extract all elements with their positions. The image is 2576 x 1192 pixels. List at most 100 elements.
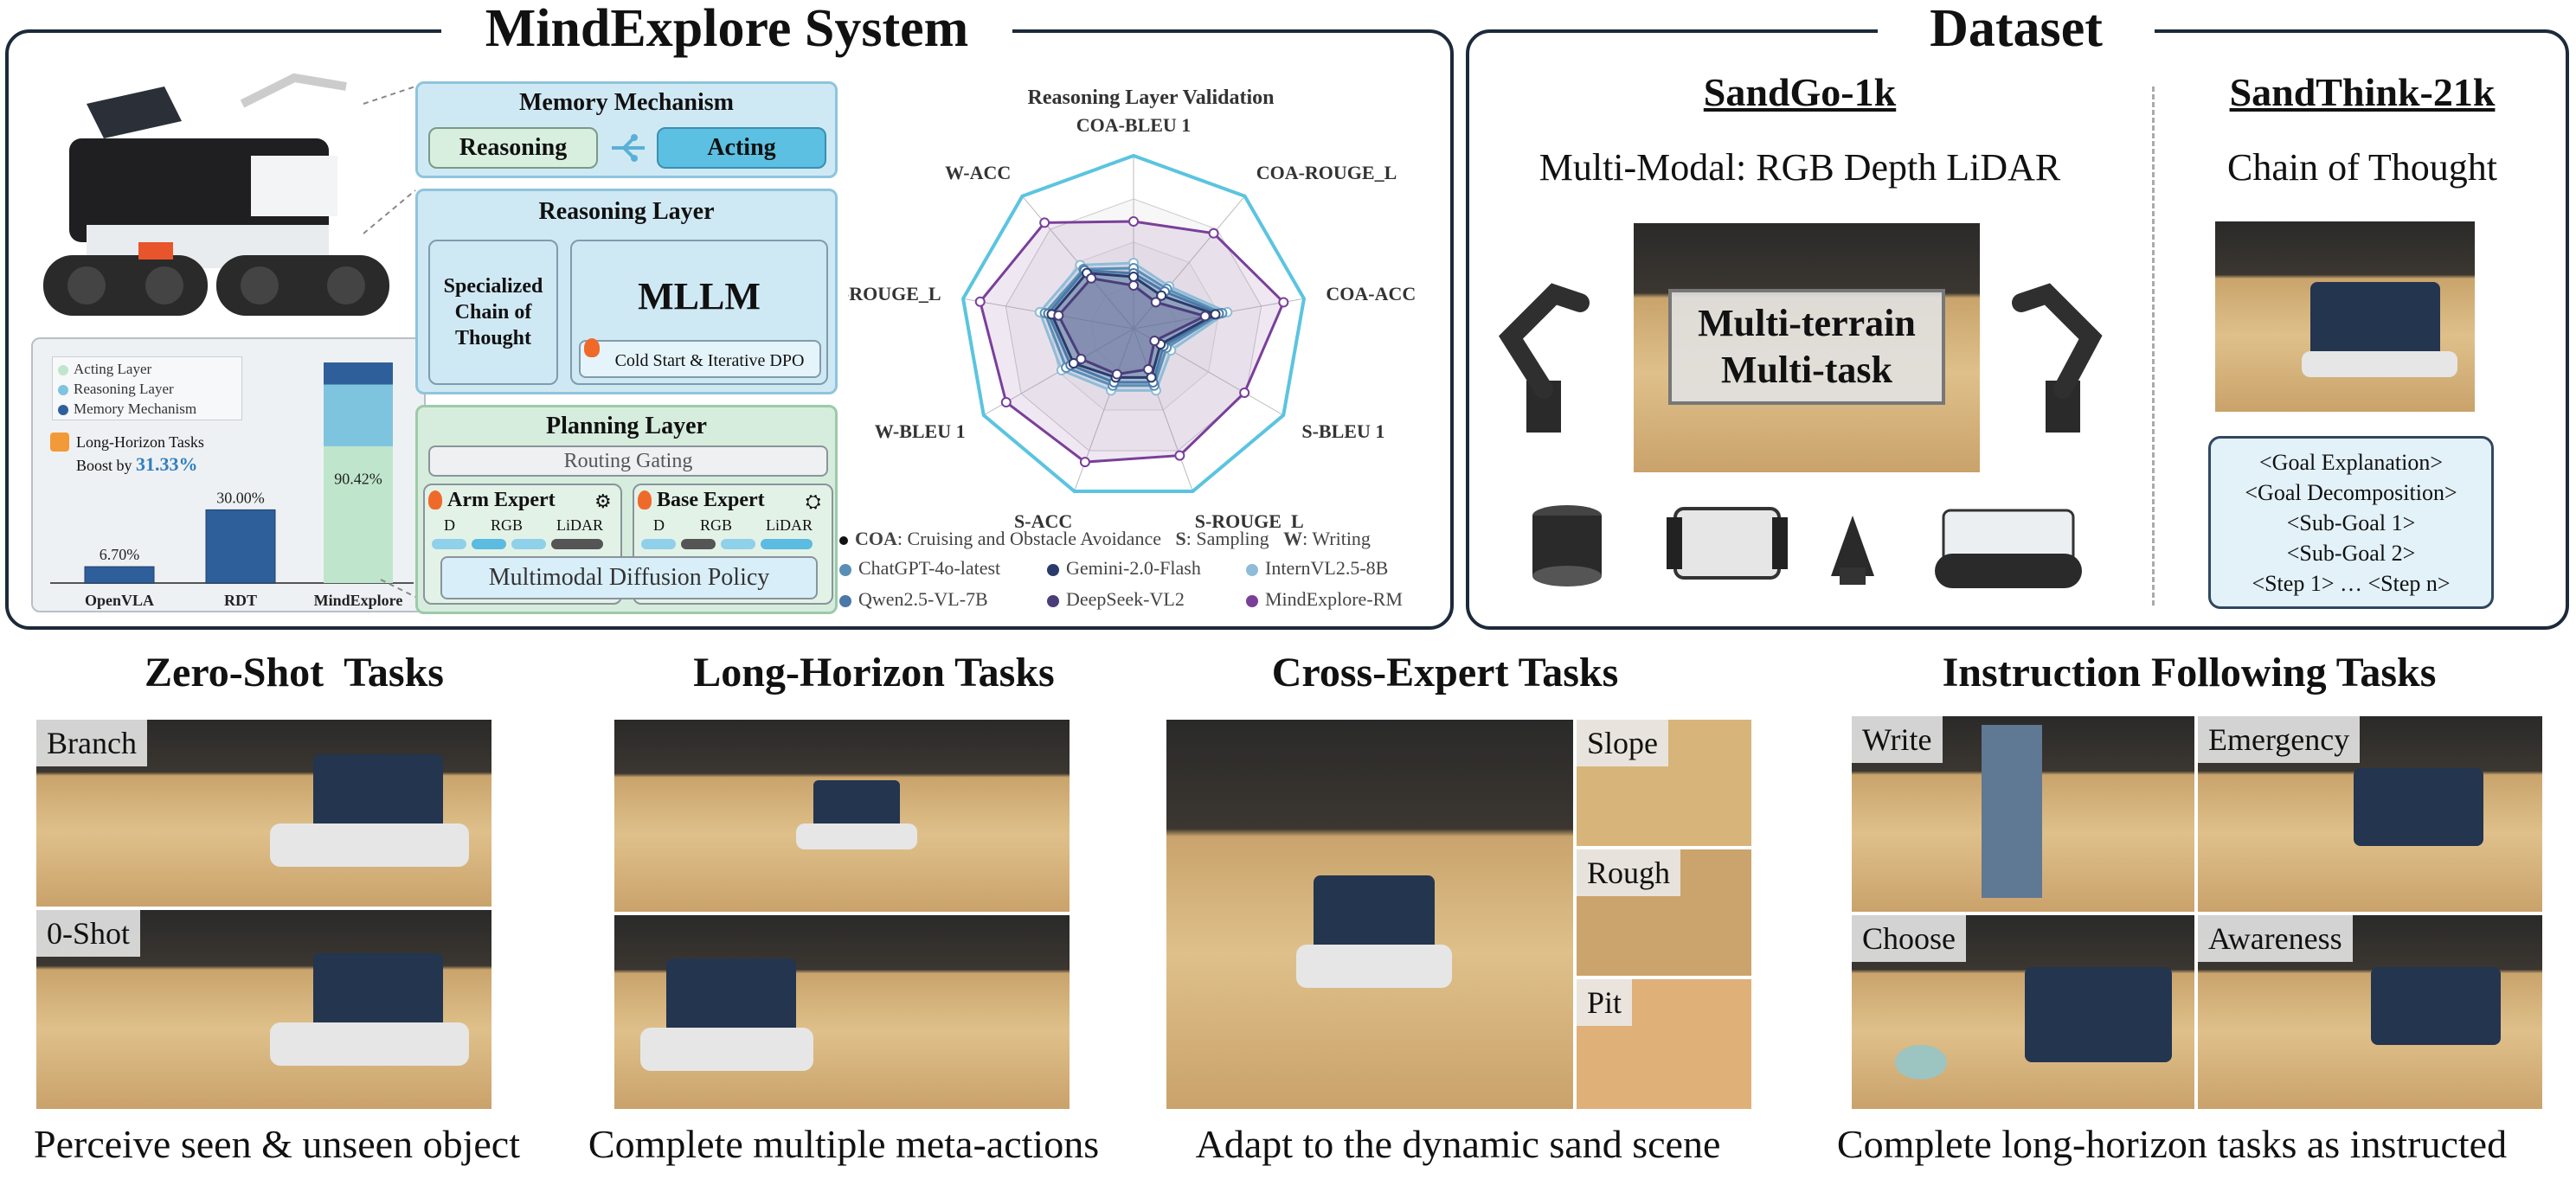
radar-legend: COA: Cruising and Obstacle Avoidance S: … (839, 528, 1445, 623)
zero-shot-title: Zero-Shot Tasks (145, 650, 444, 695)
tag-awareness: Awareness (2198, 915, 2353, 962)
radar-point (1068, 358, 1079, 368)
legend-series-2-name: InternVL2.5-8B (1265, 557, 1389, 579)
tag-emergency: Emergency (2198, 716, 2361, 763)
radar-point (1239, 388, 1250, 398)
tag-branch: Branch (36, 720, 147, 766)
sandthink-steps-box: <Goal Explanation> <Goal Decomposition> … (2208, 436, 2494, 609)
memory-mechanism-card: Memory Mechanism Reasoning Acting (415, 81, 838, 178)
radar-point (1000, 397, 1012, 407)
legend-series-4-name: DeepSeek-VL2 (1066, 588, 1185, 610)
legend-series-1: Gemini-2.0-Flash (1047, 557, 1201, 580)
flame-badge-icon (50, 433, 69, 452)
bar-chart-panel: Acting Layer Reasoning Layer Memory Mech… (31, 337, 426, 612)
sandgo-title: SandGo-1k (1703, 70, 1897, 114)
gripper-image (1831, 516, 1874, 585)
boost-line-2: Boost by (76, 457, 132, 474)
base-token-bar (641, 539, 826, 549)
radar-point (1278, 297, 1289, 308)
arm-token-rgb: RGB (491, 516, 524, 534)
bar-chart: 6.70% OpenVLA 30.00% RDT 90.42% MindExplore (50, 362, 414, 609)
mllm-label: MLLM (638, 275, 761, 317)
bar-category-label: OpenVLA (85, 592, 154, 609)
zero-shot-image-2: 0-Shot (36, 910, 491, 1109)
tag-write: Write (1852, 716, 1943, 763)
fire-icon (584, 338, 600, 357)
legend-series-0-name: ChatGPT-4o-latest (858, 557, 1001, 579)
legend-series-4: DeepSeek-VL2 (1047, 588, 1185, 611)
specialized-cot-box: Specialized Chain of Thought (428, 240, 558, 385)
legend-series-5-name: MindExplore-RM (1265, 588, 1403, 610)
bar-mindexplore-acting (324, 445, 393, 583)
sandthink-title: SandThink-21k (2229, 70, 2496, 114)
cross-expert-title: Cross-Expert Tasks (1271, 650, 1619, 695)
bar-value-label: 30.00% (216, 489, 265, 506)
bar-legend: Acting Layer Reasoning Layer Memory Mech… (52, 356, 242, 420)
tag-choose: Choose (1852, 915, 1966, 962)
long-horizon-title: Long-Horizon Tasks (693, 650, 1055, 695)
robot-arm-icon: ⚙ (594, 490, 612, 512)
radar-axis-label: W-ACC (945, 162, 1011, 183)
instruction-awareness-image: Awareness (2198, 915, 2542, 1109)
memory-reasoning-box: Reasoning (428, 127, 598, 169)
radar-point (1128, 280, 1139, 291)
tag-slope: Slope (1577, 720, 1669, 766)
radar-point (1150, 297, 1161, 308)
radar-chart: COA-BLEU 1 COA-ROUGE_L COA-ACC S-BLEU 1 S-RO… (848, 114, 1416, 528)
overlay-line-2: Multi-task (1721, 349, 1892, 391)
cold-start-label: Cold Start & Iterative DPO (614, 350, 805, 370)
reasoning-layer-card: Reasoning Layer Specialized Chain of Tho… (415, 189, 838, 394)
radar-point (1039, 217, 1050, 228)
w-text: : Writing (1302, 528, 1371, 549)
instruction-emergency-image: Emergency (2198, 716, 2542, 912)
instruction-write-image: Write (1852, 716, 2194, 912)
radar-series-4 (1057, 277, 1209, 376)
bar-openvla (84, 566, 155, 584)
dataset-divider (2152, 87, 2155, 606)
robot-arm-right-image (2012, 283, 2103, 433)
rover-base-image (1667, 507, 1788, 580)
radar-point (1149, 336, 1160, 346)
legend-series-3: Qwen2.5-VL-7B (839, 588, 988, 611)
long-horizon-image-1 (614, 720, 1070, 912)
cross-expert-pit-image: Pit (1577, 979, 1751, 1109)
radar-series-3 (1046, 269, 1222, 384)
long-horizon-caption: Complete multiple meta-actions (588, 1122, 1100, 1166)
bar-rdt (205, 509, 276, 584)
sandthink-scene-image (2215, 221, 2475, 412)
radar-axis-label: COA-ROUGE_L (1256, 162, 1397, 183)
step-sub-goal-2: <Sub-Goal 2> (2286, 541, 2416, 566)
long-horizon-image-2 (614, 915, 1070, 1109)
bar-category-label: RDT (224, 592, 257, 609)
tag-rough: Rough (1577, 849, 1681, 896)
mllm-box: MLLM Cold Start & Iterative DPO (570, 240, 828, 385)
cold-start-box: Cold Start & Iterative DPO (579, 338, 821, 378)
radar-spoke (1133, 195, 1245, 330)
step-sub-goal-1: <Sub-Goal 1> (2286, 510, 2416, 535)
radar-point (1079, 457, 1090, 468)
step-goal-decomposition: <Goal Decomposition> (2245, 480, 2457, 505)
radar-series-1 (1050, 272, 1219, 379)
radar-axis-label: COA-ACC (1326, 283, 1416, 304)
robot-arm-left-image (1498, 283, 1590, 433)
dataset-title: Dataset (1878, 2, 2155, 55)
radar-axis-label: COA-BLEU 1 (1076, 114, 1192, 136)
arm-token-d: D (444, 516, 455, 534)
radar-point (1053, 310, 1064, 321)
overlay-line-1: Multi-terrain (1698, 302, 1916, 344)
bar-value-label: 90.42% (334, 470, 382, 487)
legend-series-3-name: Qwen2.5-VL-7B (858, 588, 988, 610)
arm-token-bar (432, 539, 617, 549)
radar-point (1210, 309, 1221, 320)
sandgo-subtitle: Multi-Modal: RGB Depth LiDAR (1539, 146, 2061, 189)
memory-link-icon (608, 132, 648, 163)
legend-memory-mechanism: Memory Mechanism (74, 401, 197, 417)
coa-key: COA (855, 528, 897, 549)
s-key: S (1175, 528, 1186, 549)
sandthink-subtitle: Chain of Thought (2226, 146, 2498, 189)
radar-axis-label: S-ACC (1014, 510, 1072, 528)
radar-axis-label: W-BLEU 1 (875, 420, 966, 442)
sandgo-scene-image: Multi-terrain Multi-task (1634, 223, 1980, 472)
w-key: W (1283, 528, 1303, 549)
system-title: MindExplore System (441, 2, 1012, 55)
